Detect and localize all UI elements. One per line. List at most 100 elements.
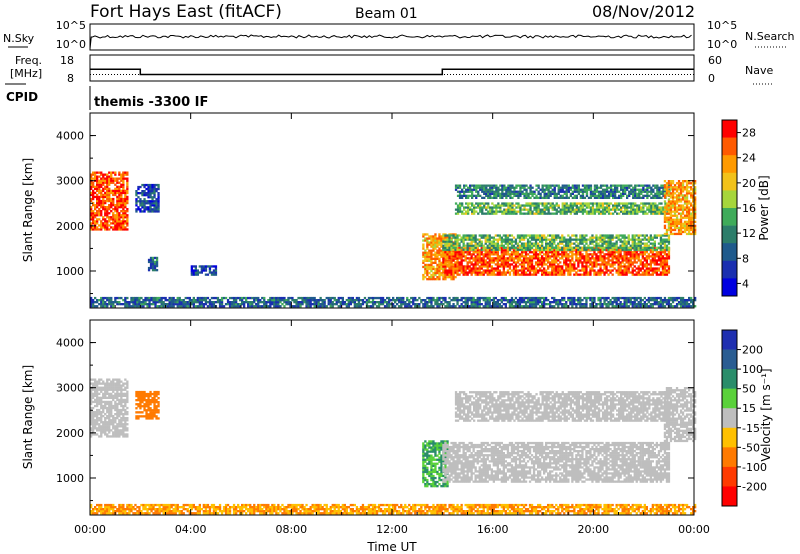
heatmap-cell — [551, 248, 554, 251]
heatmap-cell — [444, 238, 447, 241]
heatmap-cell — [454, 236, 457, 239]
heatmap-cell — [601, 255, 604, 258]
heatmap-cell — [518, 248, 522, 251]
heatmap-cell — [104, 226, 107, 229]
heatmap-cell — [446, 265, 449, 268]
heatmap-cell — [679, 198, 683, 201]
heatmap-cell — [541, 204, 544, 207]
heatmap-cell — [485, 188, 488, 191]
heatmap-cell — [667, 240, 671, 243]
heatmap-cell — [583, 273, 586, 276]
heatmap-cell — [440, 263, 443, 267]
heatmap-cell — [654, 210, 657, 213]
heatmap-cell — [645, 244, 648, 247]
heatmap-cell — [458, 255, 461, 258]
heatmap-cell — [486, 257, 489, 260]
heatmap-cell — [595, 208, 599, 211]
heatmap-cell — [587, 204, 591, 207]
heatmap-cell — [214, 265, 218, 268]
heatmap-cell — [448, 242, 451, 245]
heatmap-cell — [591, 257, 594, 260]
heatmap-cell — [690, 214, 693, 217]
heatmap-cell — [118, 187, 121, 190]
heatmap-cell — [524, 267, 528, 270]
heatmap-cell — [122, 303, 125, 306]
heatmap-cell — [143, 202, 146, 205]
heatmap-cell — [100, 171, 103, 174]
heatmap-cell — [523, 206, 526, 209]
heatmap-cell — [613, 267, 616, 270]
heatmap-cell — [126, 195, 129, 199]
heatmap-cell — [669, 214, 673, 217]
heatmap-cell — [273, 301, 276, 304]
heatmap-cell — [605, 246, 608, 249]
heatmap-cell — [124, 212, 127, 215]
heatmap-cell — [319, 303, 322, 306]
heatmap-cell — [690, 202, 693, 205]
heatmap-cell — [106, 187, 109, 190]
heatmap-cell — [661, 259, 665, 262]
heatmap-cell — [688, 226, 691, 230]
heatmap-cell — [297, 296, 300, 300]
heatmap-cell — [460, 259, 463, 262]
heatmap-cell — [559, 196, 562, 199]
heatmap-cell — [214, 301, 218, 304]
heatmap-cell — [502, 249, 505, 252]
heatmap-cell — [688, 228, 691, 232]
heatmap-cell — [200, 303, 203, 306]
heatmap-cell — [543, 210, 546, 213]
heatmap-cell — [524, 255, 528, 258]
heatmap-cell — [557, 253, 560, 256]
heatmap-cell — [426, 247, 429, 250]
heatmap-cell — [635, 244, 638, 247]
heatmap-cell — [182, 301, 185, 304]
heatmap-cell — [468, 253, 471, 256]
heatmap-cell — [275, 303, 278, 306]
heatmap-cell — [426, 239, 429, 242]
heatmap-cell — [650, 202, 653, 205]
heatmap-cell — [468, 271, 471, 274]
heatmap-cell — [669, 230, 673, 234]
heatmap-cell — [634, 202, 637, 205]
heatmap-cell — [139, 208, 142, 211]
heatmap-cell — [526, 257, 530, 260]
heatmap-cell — [432, 276, 435, 279]
heatmap-cell — [106, 208, 109, 211]
heatmap-cell — [430, 296, 433, 300]
heatmap-cell — [629, 261, 632, 264]
heatmap-cell — [577, 208, 580, 211]
heatmap-cell — [583, 236, 586, 239]
heatmap-cell — [476, 238, 479, 241]
heatmap-cell — [422, 235, 425, 238]
heatmap-cell — [94, 296, 97, 300]
heatmap-cell — [530, 267, 534, 270]
heatmap-cell — [464, 251, 467, 254]
heatmap-cell — [200, 271, 203, 274]
heatmap-cell — [569, 269, 572, 272]
heatmap-cell — [329, 303, 332, 306]
heatmap-cell — [359, 299, 363, 302]
heatmap-cell — [516, 248, 520, 251]
heatmap-cell — [537, 253, 540, 256]
heatmap-cell — [593, 212, 597, 215]
heatmap-cell — [599, 257, 602, 260]
heatmap-cell — [315, 303, 318, 306]
heatmap-cell — [599, 190, 603, 193]
heatmap-cell — [626, 204, 629, 207]
heatmap-cell — [555, 210, 558, 213]
heatmap-cell — [440, 265, 443, 269]
heatmap-cell — [601, 261, 604, 264]
heatmap-cell — [456, 247, 459, 250]
heatmap-cell — [489, 188, 492, 191]
heatmap-cell — [679, 200, 683, 203]
heatmap-cell — [663, 257, 667, 260]
heatmap-cell — [675, 214, 679, 217]
heatmap-cell — [271, 299, 274, 302]
heatmap-cell — [470, 240, 473, 243]
heatmap-cell — [521, 192, 524, 195]
heatmap-cell — [450, 276, 453, 279]
heatmap-cell — [511, 202, 514, 205]
heatmap-cell — [438, 247, 441, 250]
heatmap-cell — [108, 189, 111, 192]
heatmap-cell — [561, 267, 564, 270]
